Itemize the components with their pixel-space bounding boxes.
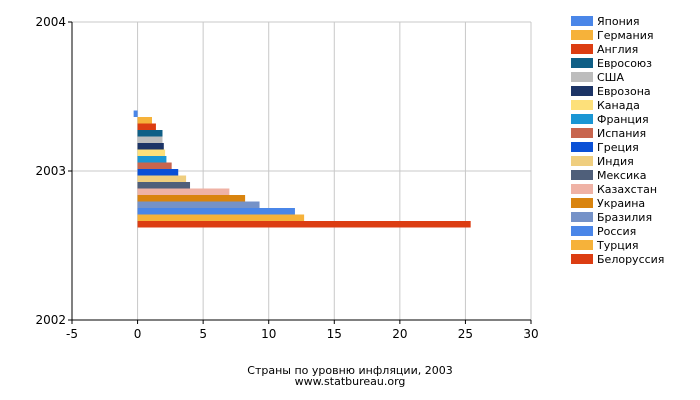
legend-swatch	[571, 226, 593, 236]
bar-11[interactable]	[137, 175, 187, 183]
x-tick-label: 20	[392, 327, 407, 341]
legend-label: Турция	[596, 239, 638, 252]
legend-swatch	[571, 212, 593, 222]
legend-item[interactable]: Англия	[571, 43, 638, 56]
bar-4[interactable]	[137, 130, 163, 137]
legend-item[interactable]: Турция	[571, 239, 638, 252]
grid	[72, 21, 532, 320]
legend-label: Канада	[597, 99, 640, 112]
legend-label: Казахстан	[597, 183, 657, 196]
legend-label: Греция	[597, 141, 639, 154]
legend-swatch	[571, 254, 593, 264]
legend-swatch	[571, 240, 593, 250]
legend-label: США	[597, 71, 624, 84]
bar-3[interactable]	[137, 123, 156, 131]
legend-swatch	[571, 16, 593, 26]
legend-label: Евросоюз	[597, 57, 652, 70]
x-tick-label: 5	[199, 327, 207, 341]
bar-18[interactable]	[137, 221, 471, 228]
x-tick-label: -5	[66, 327, 78, 341]
bar-6[interactable]	[137, 143, 164, 150]
legend-swatch	[571, 86, 593, 96]
legend-item[interactable]: Еврозона	[571, 85, 651, 98]
legend-item[interactable]: Испания	[571, 127, 646, 140]
chart-title: Страны по уровню инфляции, 2003	[247, 364, 453, 377]
legend-item[interactable]: Германия	[571, 29, 653, 42]
bar-8[interactable]	[137, 156, 167, 163]
legend-label: Украина	[597, 197, 645, 210]
legend-swatch	[571, 30, 593, 40]
legend[interactable]: ЯпонияГерманияАнглияЕвросоюзСШАЕврозонаК…	[571, 15, 664, 266]
legend-item[interactable]: Канада	[571, 99, 640, 112]
legend-swatch	[571, 44, 593, 54]
legend-item[interactable]: Япония	[571, 15, 640, 28]
chart-source[interactable]: www.statbureau.org	[294, 375, 406, 388]
legend-swatch	[571, 128, 593, 138]
bar-14[interactable]	[137, 195, 246, 202]
legend-item[interactable]: Казахстан	[571, 183, 657, 196]
legend-item[interactable]: Украина	[571, 197, 645, 210]
legend-label: Англия	[597, 43, 638, 56]
y-tick-label: 2002	[35, 313, 66, 327]
legend-label: Франция	[597, 113, 649, 126]
x-tick-label: 25	[458, 327, 473, 341]
legend-swatch	[571, 156, 593, 166]
legend-item[interactable]: Мексика	[571, 169, 646, 182]
legend-item[interactable]: Белоруссия	[571, 253, 664, 266]
legend-label: Бразилия	[597, 211, 652, 224]
legend-item[interactable]: Греция	[571, 141, 639, 154]
bar-7[interactable]	[137, 149, 166, 157]
x-tick-label: 0	[134, 327, 142, 341]
y-tick-label: 2003	[35, 164, 66, 178]
bar-5[interactable]	[137, 136, 163, 144]
axes: -5 0 5 10 15 20 25 30 2004 2003 2002	[35, 15, 538, 341]
legend-item[interactable]: Евросоюз	[571, 57, 652, 70]
legend-swatch	[571, 198, 593, 208]
legend-swatch	[571, 114, 593, 124]
bar-13[interactable]	[137, 188, 230, 196]
legend-label: Япония	[597, 15, 640, 28]
bar-12[interactable]	[137, 182, 191, 189]
bar-15[interactable]	[137, 201, 260, 209]
legend-label: Белоруссия	[597, 253, 664, 266]
legend-swatch	[571, 170, 593, 180]
legend-label: Испания	[597, 127, 646, 140]
legend-swatch	[571, 72, 593, 82]
bars	[133, 110, 471, 228]
bar-16[interactable]	[137, 208, 295, 215]
legend-item[interactable]: Бразилия	[571, 211, 652, 224]
bar-10[interactable]	[137, 169, 179, 176]
legend-item[interactable]: Франция	[571, 113, 649, 126]
legend-item[interactable]: США	[571, 71, 624, 84]
x-tick-label: 15	[327, 327, 342, 341]
bar-1[interactable]	[133, 110, 138, 118]
x-tick-label: 10	[261, 327, 276, 341]
x-tick-label: 30	[523, 327, 538, 341]
legend-swatch	[571, 100, 593, 110]
legend-label: Мексика	[597, 169, 646, 182]
legend-label: Еврозона	[597, 85, 651, 98]
legend-label: Россия	[597, 225, 636, 238]
legend-swatch	[571, 184, 593, 194]
legend-label: Индия	[597, 155, 634, 168]
y-tick-label: 2004	[35, 15, 66, 29]
legend-item[interactable]: Россия	[571, 225, 636, 238]
bar-2[interactable]	[137, 117, 152, 124]
legend-swatch	[571, 142, 593, 152]
bar-17[interactable]	[137, 214, 305, 222]
legend-swatch	[571, 58, 593, 68]
legend-item[interactable]: Индия	[571, 155, 634, 168]
bar-9[interactable]	[137, 162, 172, 170]
legend-label: Германия	[597, 29, 653, 42]
